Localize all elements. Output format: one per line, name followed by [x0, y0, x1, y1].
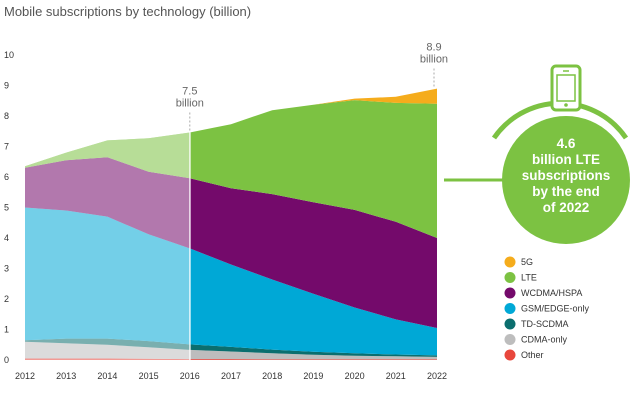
- legend-label-wcdma-hspa: WCDMA/HSPA: [521, 288, 582, 298]
- callout-line-2: billion LTE: [532, 152, 600, 167]
- legend-swatch-lte: [504, 272, 516, 283]
- callout-line-1: 4.6: [557, 136, 576, 151]
- legend-swatch-td-scdma: [504, 318, 516, 330]
- x-tick-label: 2014: [97, 371, 117, 381]
- historical-tint: [25, 132, 191, 360]
- x-tick-label: 2022: [427, 371, 447, 381]
- x-tick-label: 2020: [345, 371, 365, 381]
- y-tick-label: 6: [4, 172, 9, 182]
- callout-group: 4.6 billion LTE subscriptions by the end…: [444, 64, 630, 244]
- y-tick-label: 0: [4, 355, 9, 365]
- area-cdma-only: [25, 341, 437, 360]
- area-tint-td-scdma: [25, 338, 191, 350]
- legend-swatch-wcdma-hspa: [504, 287, 516, 299]
- x-tick-label: 2013: [56, 371, 76, 381]
- y-tick-label: 5: [4, 203, 9, 213]
- area-td-scdma: [25, 338, 437, 357]
- legend-swatch-gsm-edge-only: [504, 303, 516, 314]
- area-tint-other: [25, 358, 191, 360]
- area-lte: [25, 100, 437, 238]
- legend-label-td-scdma: TD-SCDMA: [521, 319, 569, 329]
- area-tint-cdma-only: [25, 341, 191, 360]
- x-tick-label: 2019: [303, 371, 323, 381]
- legend-swatch-cdma-only: [504, 334, 516, 345]
- legend-label-other: Other: [521, 350, 544, 360]
- x-axis-ticks: 2012 2013 2014 2015 2016 2017 2018 2019 2020 2021…: [15, 371, 447, 381]
- x-tick-label: 2016: [180, 371, 200, 381]
- area-tint-lte: [25, 132, 191, 179]
- x-tick-label: 2017: [221, 371, 241, 381]
- annotation-unit: billion: [420, 54, 448, 66]
- y-tick-label: 2: [4, 294, 9, 304]
- stacked-areas: [25, 88, 437, 360]
- callout-circle: [502, 116, 630, 244]
- y-tick-label: 4: [4, 233, 9, 243]
- callout-line-3: subscriptions: [522, 168, 611, 183]
- chart-title: Mobile subscriptions by technology (bill…: [4, 4, 252, 19]
- callout-line-4: by the end: [532, 184, 600, 199]
- area-tint-gsm-edge-only: [25, 207, 191, 345]
- area-other: [25, 358, 437, 360]
- y-tick-label: 3: [4, 264, 9, 274]
- callout-line-5: of 2022: [543, 200, 590, 215]
- legend-swatch-5g: [504, 256, 516, 268]
- legend-swatch-other: [504, 349, 516, 361]
- y-axis-ticks: 0 1 2 3 4 5 6 7 8 9 10: [4, 50, 14, 365]
- legend-label-gsm-edge-only: GSM/EDGE-only: [521, 304, 590, 314]
- x-tick-label: 2012: [15, 371, 35, 381]
- legend: 5G LTE WCDMA/HSPA GSM/EDGE-only TD-SCDMA CDMA…: [504, 256, 590, 361]
- x-tick-label: 2018: [262, 371, 282, 381]
- area-gsm-edge-only: [25, 207, 437, 356]
- y-tick-label: 10: [4, 50, 14, 60]
- legend-label-lte: LTE: [521, 273, 537, 283]
- legend-label-5g: 5G: [521, 257, 533, 267]
- annotation-unit: billion: [176, 97, 204, 109]
- y-tick-label: 9: [4, 81, 9, 91]
- x-tick-label: 2021: [386, 371, 406, 381]
- annotation-value: 7.5: [182, 85, 197, 97]
- phone-icon: [550, 64, 582, 112]
- y-tick-label: 7: [4, 142, 9, 152]
- legend-label-cdma-only: CDMA-only: [521, 335, 568, 345]
- x-tick-label: 2015: [139, 371, 159, 381]
- area-wcdma-hspa: [25, 157, 437, 328]
- y-tick-label: 1: [4, 325, 9, 335]
- y-tick-label: 8: [4, 111, 9, 121]
- area-tint-wcdma-hspa: [25, 157, 191, 249]
- annotation-value: 8.9: [426, 42, 441, 54]
